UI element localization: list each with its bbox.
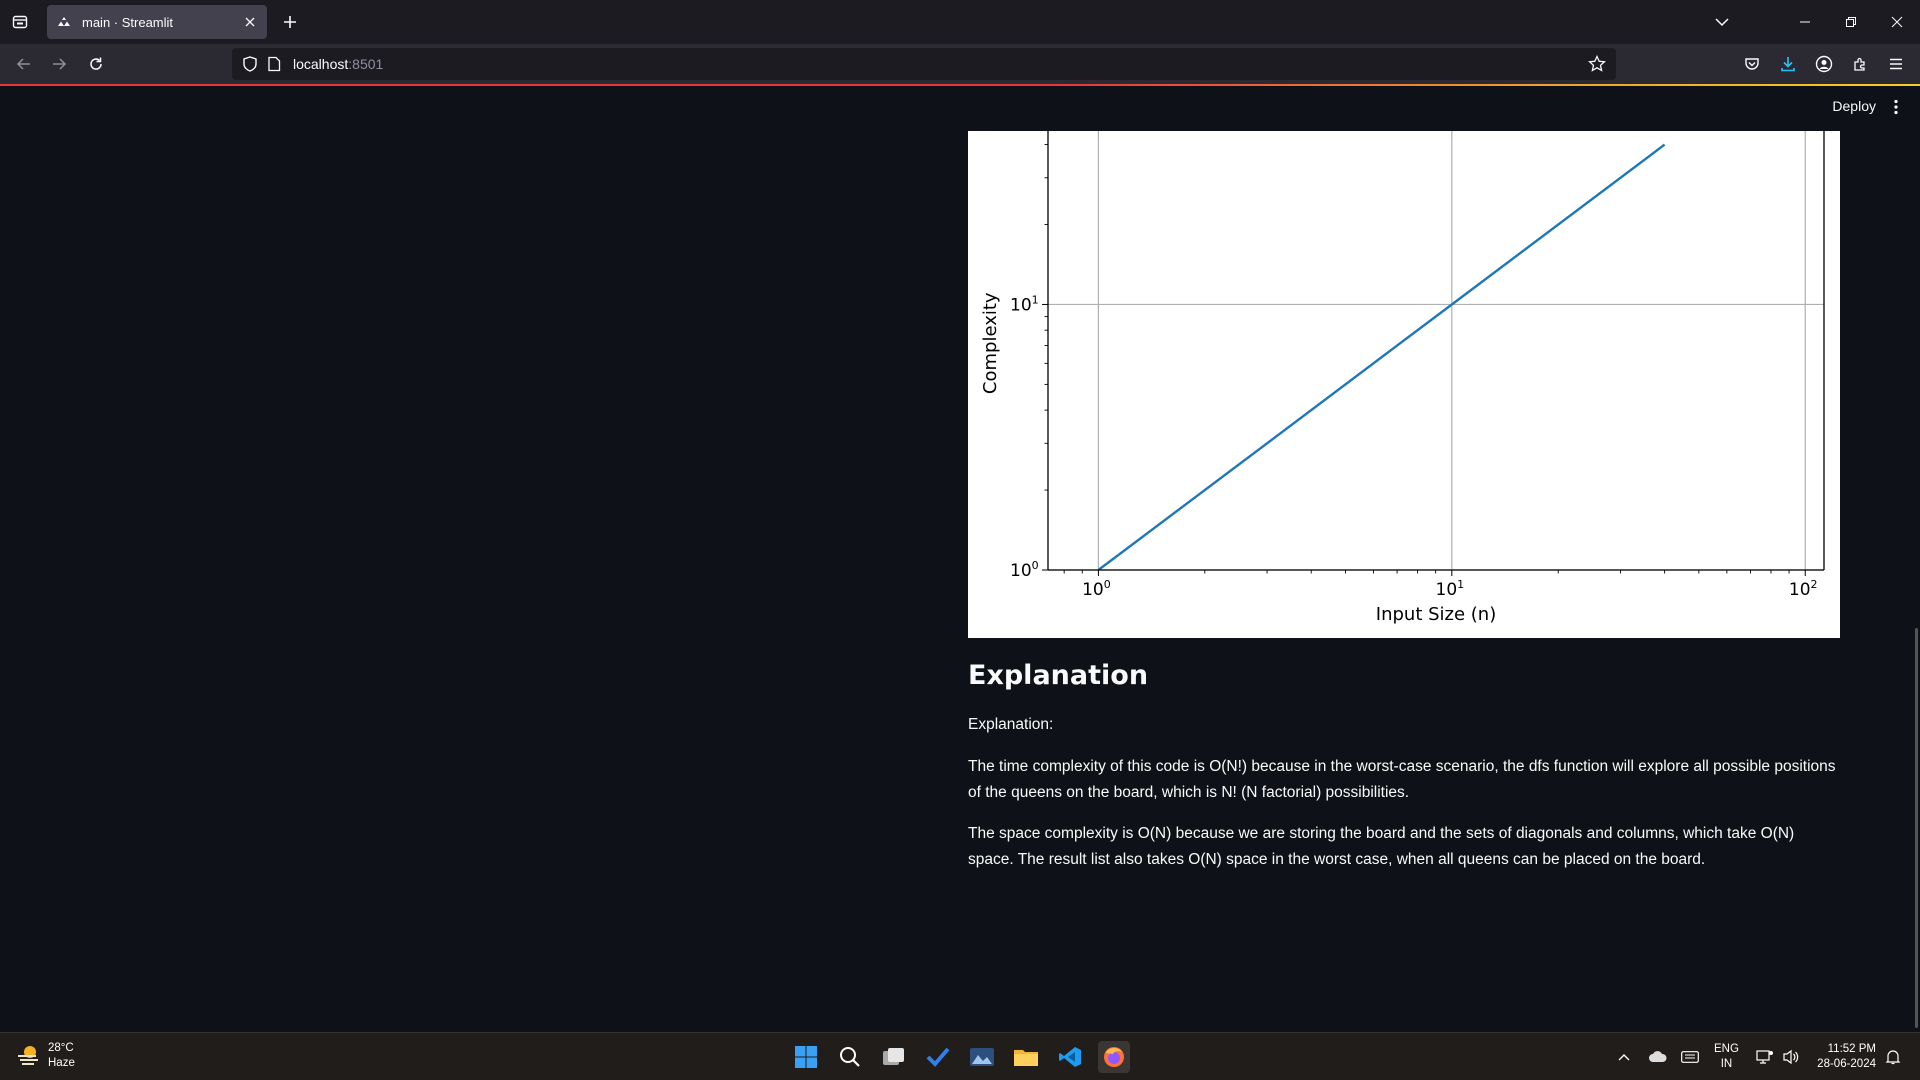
weather-description: Haze [48, 1057, 75, 1069]
account-icon[interactable] [1812, 52, 1836, 76]
browser-tab-active[interactable]: main · Streamlit [47, 5, 267, 39]
y-tick-label: 101 [1010, 293, 1039, 315]
close-window-icon[interactable] [1874, 0, 1920, 44]
close-tab-icon[interactable] [239, 11, 261, 33]
app-menu-icon[interactable] [1886, 96, 1906, 118]
y-tick-label: 100 [1010, 559, 1039, 581]
deploy-button[interactable]: Deploy [1832, 98, 1876, 114]
firefox-view-icon[interactable] [8, 10, 32, 34]
page-scrollbar[interactable] [1915, 628, 1918, 1028]
notifications-bell-icon[interactable] [1882, 1045, 1904, 1069]
photos-app-icon[interactable] [966, 1041, 998, 1073]
back-arrow-icon[interactable] [12, 52, 36, 76]
series-line [1097, 143, 1666, 570]
browser-nav-bar: localhost:8501 [0, 44, 1920, 84]
weather-widget[interactable]: 28°C Haze [16, 1041, 75, 1071]
y-axis-label: Complexity [980, 292, 1001, 394]
restore-icon[interactable] [1828, 0, 1874, 44]
weather-temperature: 28°C [48, 1042, 74, 1054]
browser-tab-bar: main · Streamlit [0, 0, 1920, 44]
firefox-icon[interactable] [1098, 1041, 1130, 1073]
extensions-icon[interactable] [1848, 52, 1872, 76]
volume-icon[interactable] [1780, 1045, 1802, 1069]
windows-taskbar: 28°C Haze ENG IN 11: [0, 1032, 1920, 1080]
downloads-icon[interactable] [1776, 52, 1800, 76]
space-complexity-paragraph: The space complexity is O(N) because we … [968, 825, 1795, 868]
x-tick-label: 101 [1436, 578, 1465, 600]
minimize-icon[interactable] [1782, 0, 1828, 44]
url-text: localhost:8501 [293, 56, 384, 72]
file-explorer-icon[interactable] [1010, 1041, 1042, 1073]
network-icon[interactable] [1754, 1045, 1776, 1069]
hamburger-menu-icon[interactable] [1884, 52, 1908, 76]
streamlit-favicon-icon [56, 14, 72, 30]
tab-title: main · Streamlit [82, 14, 174, 30]
list-all-tabs-icon[interactable] [1710, 10, 1734, 34]
complexity-chart-svg: 100 101 102 100 101 Input Size (n) Complexity [980, 131, 1825, 625]
task-view-icon[interactable] [878, 1041, 910, 1073]
pocket-icon[interactable] [1740, 52, 1764, 76]
page-info-icon[interactable] [267, 56, 281, 76]
url-bar[interactable]: localhost:8501 [232, 48, 1616, 80]
system-clock[interactable]: 11:52 PM 28-06-2024 [1817, 1043, 1876, 1070]
haze-weather-icon [16, 1043, 42, 1069]
windows-start-icon[interactable] [790, 1041, 822, 1073]
language-indicator[interactable]: ENG IN [1714, 1043, 1739, 1070]
explanation-intro: Explanation: [968, 716, 1054, 733]
time-complexity-paragraph: The time complexity of this code is O(N!… [968, 758, 1836, 801]
search-icon[interactable] [834, 1041, 866, 1073]
todo-app-icon[interactable] [922, 1041, 954, 1073]
vscode-icon[interactable] [1054, 1041, 1086, 1073]
streamlit-app: Deploy 100 101 102 100 101 Input Size (n) Comp… [0, 86, 1920, 1032]
forward-arrow-icon[interactable] [47, 52, 71, 76]
page-load-progress [0, 84, 1920, 86]
reload-icon[interactable] [84, 52, 108, 76]
complexity-chart: 100 101 102 100 101 Input Size (n) Complexity [968, 131, 1840, 638]
x-axis-label: Input Size (n) [1376, 604, 1496, 625]
new-tab-icon[interactable] [279, 11, 301, 33]
keyboard-icon[interactable] [1678, 1045, 1702, 1069]
x-tick-label: 102 [1789, 578, 1818, 600]
show-hidden-icons-chevron-icon[interactable] [1614, 1045, 1634, 1069]
explanation-heading: Explanation [968, 660, 1149, 691]
bookmark-star-icon[interactable] [1588, 54, 1606, 77]
onedrive-cloud-icon[interactable] [1646, 1045, 1670, 1069]
tracking-protection-shield-icon[interactable] [242, 56, 258, 76]
x-tick-label: 100 [1082, 578, 1111, 600]
